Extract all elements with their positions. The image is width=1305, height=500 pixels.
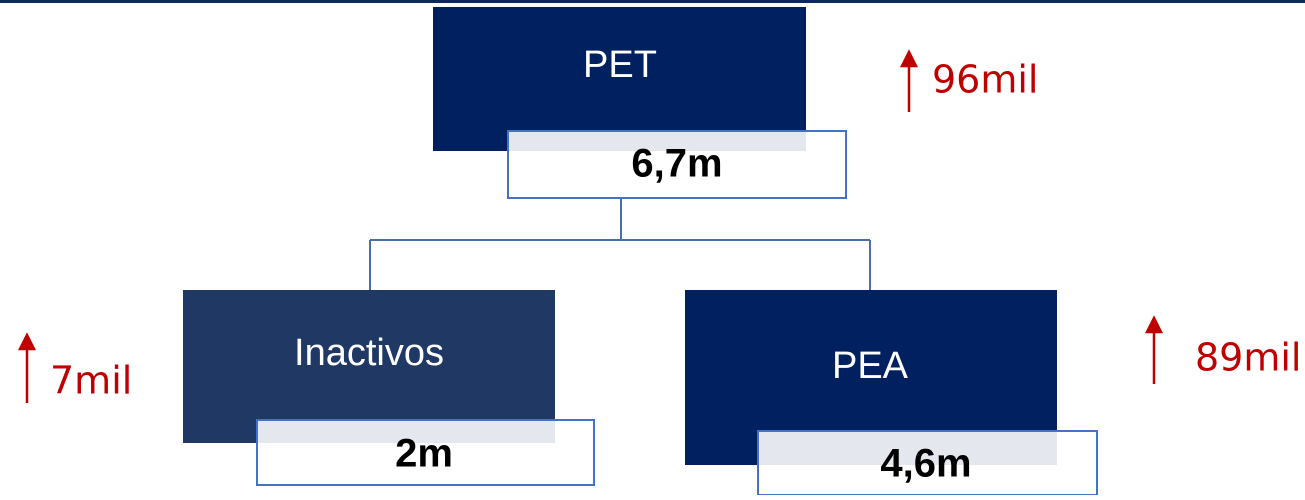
up-arrows (17, 49, 1164, 403)
node-value: 4,6m (880, 442, 971, 486)
top-bar (0, 0, 1305, 3)
node-box (433, 7, 806, 151)
node-label: Inactivos (294, 332, 444, 374)
node-box (183, 290, 555, 443)
value-box-shade (258, 421, 555, 443)
connectors (369, 198, 871, 290)
node-label: PEA (832, 345, 909, 387)
change-label: 89mil (1195, 336, 1302, 380)
value-box-shade (759, 432, 1057, 465)
node-value: 2m (395, 432, 453, 476)
change-label: 7mil (50, 359, 132, 403)
value-box-shade (509, 132, 806, 151)
node-value: 6,7m (631, 142, 722, 186)
change-label: 96mil (932, 58, 1039, 102)
node-label: PET (583, 44, 657, 86)
